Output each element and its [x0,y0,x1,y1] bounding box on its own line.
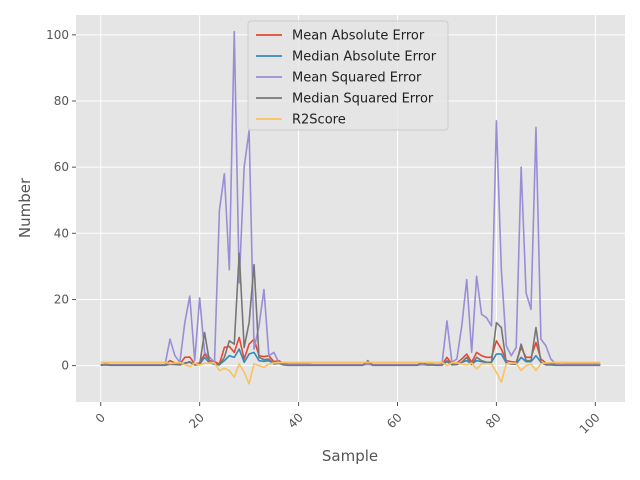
legend-label-median-squared-error: Median Squared Error [292,92,434,107]
legend-label-mean-squared-error: Mean Squared Error [292,71,422,86]
x-tick-label: 80 [483,410,504,431]
y-tick-label: 60 [54,160,69,174]
legend-label-r2score: R2Score [292,113,346,128]
x-tick-label: 100 [577,410,603,436]
legend-label-mean-absolute-error: Mean Absolute Error [292,29,425,44]
y-tick-label: 0 [61,359,69,373]
y-tick-label: 100 [46,28,69,42]
x-tick-label: 0 [93,410,108,425]
x-tick-label: 60 [384,410,405,431]
x-axis-ticks: 0 20 40 60 80 100 [93,402,603,437]
y-tick-label: 40 [54,226,69,240]
legend-label-median-absolute-error: Median Absolute Error [292,50,437,65]
series-lines [100,30,601,385]
y-tick-label: 20 [54,292,69,306]
x-tick-label: 40 [285,410,306,431]
legend-box [247,20,449,131]
x-tick-label: 20 [186,410,207,431]
y-axis-ticks: 0 20 40 60 80 100 [46,28,76,373]
series-line-r2score [100,361,601,385]
legend: Mean Absolute Error Median Absolute Error… [247,20,449,131]
y-tick-label: 80 [54,94,69,108]
y-axis-label: Number [16,177,34,238]
x-axis-label: Sample [322,447,378,465]
